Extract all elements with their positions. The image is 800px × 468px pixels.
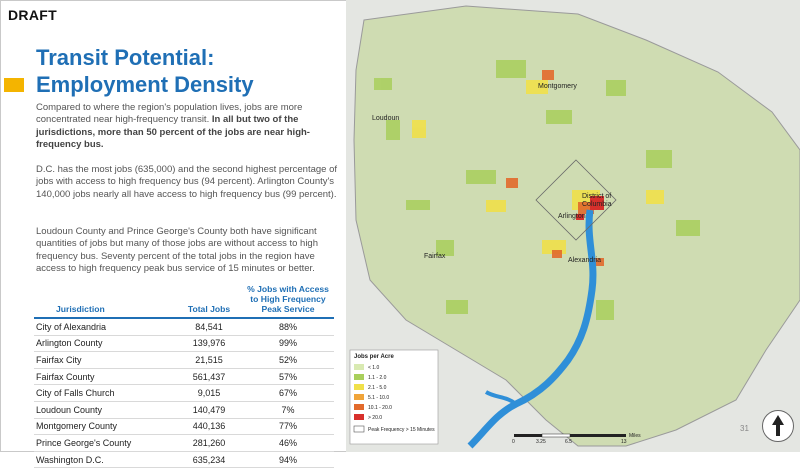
title-line-2: Employment Density [36,72,254,97]
label-loudoun: Loudoun [372,115,399,122]
legend-label: 5.1 - 10.0 [368,395,389,401]
loudoun-paragraph: Loudoun County and Prince George's Count… [36,226,318,275]
table-row: City of Alexandria 84,541 88% [34,318,334,336]
cell-access-pct: 67% [242,384,334,402]
table-row: City of Falls Church 9,015 67% [34,384,334,402]
map-legend: Jobs per Acre < 1.0 1.1 - 2.0 2.1 - 5.0 … [349,349,439,445]
density-patches-low [374,60,700,320]
label-arlington: Arlington [558,213,586,220]
legend-title: Jobs per Acre [354,354,394,360]
cell-total-jobs: 440,136 [176,418,242,436]
label-montgomery: Montgomery [538,83,577,90]
density-patches-highest [576,196,604,220]
legend-swatch [354,364,364,370]
label-dc-line2: Columbia [582,201,612,208]
cell-jurisdiction: Fairfax City [34,351,176,369]
legend-swatch [354,374,364,380]
dc-boundary [535,159,617,241]
cell-access-pct: 57% [242,368,334,386]
label-dc-line1: District of [582,193,611,200]
cell-total-jobs: 84,541 [176,318,242,336]
region-landmass [353,5,800,447]
cell-access-pct: 7% [242,401,334,419]
label-alexandria: Alexandria [568,257,601,264]
cell-jurisdiction: Fairfax County [34,368,176,386]
map-canvas: Montgomery Loudoun District of Columbia … [346,0,800,452]
page-number: 31 [740,424,749,433]
legend-label: 2.1 - 5.0 [368,385,387,391]
legend-label: > 20.0 [368,415,382,421]
scale-segment [570,434,626,437]
slide-title: Transit Potential: Employment Density [36,44,336,98]
cell-total-jobs: 281,260 [176,434,242,452]
scale-segment [514,434,542,437]
draft-label: DRAFT [8,7,57,23]
legend-label: 1.1 - 2.0 [368,375,387,381]
header-access-pct: % Jobs with Access to High Frequency Pea… [242,283,334,319]
scale-unit: Miles [629,433,641,439]
cell-jurisdiction: Montgomery County [34,418,176,436]
legend-box [349,349,439,445]
legend-swatch [354,404,364,410]
employment-density-map: Montgomery Loudoun District of Columbia … [346,0,800,452]
cell-jurisdiction: City of Alexandria [34,318,176,336]
table-header-row: Jurisdiction Total Jobs % Jobs with Acce… [34,283,334,319]
table-row: Montgomery County 440,136 77% [34,418,334,436]
legend-label: 10.1 - 20.0 [368,405,392,411]
cell-total-jobs: 140,479 [176,401,242,419]
header-jurisdiction: Jurisdiction [34,283,176,319]
jobs-access-table: Jurisdiction Total Jobs % Jobs with Acce… [34,283,334,468]
scale-tick: 6.5 [565,439,572,445]
cell-total-jobs: 635,234 [176,451,242,468]
label-fairfax: Fairfax [424,253,446,260]
accent-bar [4,78,24,92]
cell-jurisdiction: Arlington County [34,335,176,353]
intro-plain-text: Compared to where the region's populatio… [36,102,303,126]
cell-jurisdiction: Washington D.C. [34,451,176,468]
table-row: Loudoun County 140,479 7% [34,401,334,419]
cell-jurisdiction: Loudoun County [34,401,176,419]
header-total-jobs: Total Jobs [176,283,242,319]
legend-swatch [354,414,364,420]
intro-bold-text: In all but two of the jurisdictions, mor… [36,114,310,151]
scale-tick: 0 [512,439,515,445]
legend-swatch [354,394,364,400]
cell-access-pct: 77% [242,418,334,436]
legend-label: < 1.0 [368,365,379,371]
cell-total-jobs: 21,515 [176,351,242,369]
legend-swatch [354,384,364,390]
scale-tick: 13 [621,439,627,445]
north-arrow [762,410,794,442]
dc-paragraph: D.C. has the most jobs (635,000) and the… [36,164,338,200]
title-line-1: Transit Potential: [36,45,215,70]
cell-jurisdiction: City of Falls Church [34,384,176,402]
table-row: Arlington County 139,976 99% [34,335,334,353]
table-row: Fairfax County 561,437 57% [34,368,334,386]
river-inlet [484,390,518,406]
scale-bar: 0 3.25 6.5 13 Miles [512,433,641,445]
table-row: Fairfax City 21,515 52% [34,351,334,369]
cell-access-pct: 88% [242,318,334,336]
cell-access-pct: 46% [242,434,334,452]
cell-total-jobs: 561,437 [176,368,242,386]
cell-access-pct: 94% [242,451,334,468]
potomac-river [467,209,597,449]
cell-total-jobs: 9,015 [176,384,242,402]
table-row: Washington D.C. 635,234 94% [34,451,334,468]
table-row: Prince George's County 281,260 46% [34,434,334,452]
cell-total-jobs: 139,976 [176,335,242,353]
intro-paragraph: Compared to where the region's populatio… [36,102,340,152]
cell-access-pct: 52% [242,351,334,369]
legend-frequency-swatch [353,425,365,433]
cell-access-pct: 99% [242,335,334,353]
north-arrow-icon [772,415,784,436]
legend-frequency-label: Peak Frequency > 15 Minutes [368,427,435,433]
cell-jurisdiction: Prince George's County [34,434,176,452]
scale-tick: 3.25 [536,439,546,445]
scale-segment [541,433,571,438]
